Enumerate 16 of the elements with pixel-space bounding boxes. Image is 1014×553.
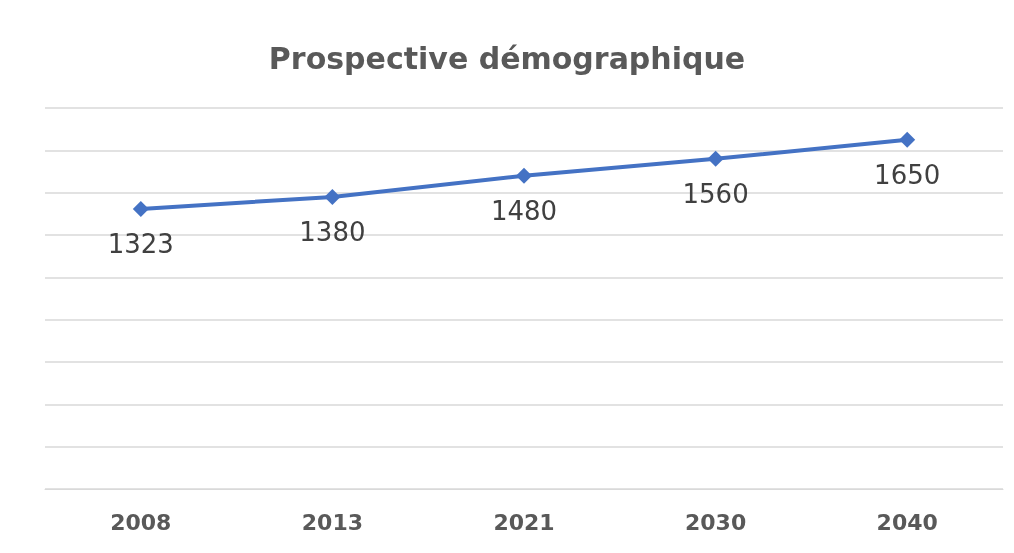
data-label: 1560 bbox=[682, 178, 749, 209]
point bbox=[707, 150, 724, 167]
x-tick-label: 2008 bbox=[110, 509, 172, 535]
x-tick-label: 2040 bbox=[876, 509, 938, 535]
point bbox=[899, 131, 916, 148]
data-label: 1480 bbox=[490, 195, 558, 226]
data-label: 1323 bbox=[107, 228, 174, 259]
x-tick-label: 2021 bbox=[493, 509, 555, 535]
point bbox=[324, 188, 341, 205]
chart-title: Prospective démographique bbox=[268, 40, 746, 76]
x-tick-label: 2013 bbox=[301, 509, 364, 535]
x-tick-label: 2030 bbox=[684, 509, 747, 535]
data-label: 1650 bbox=[874, 159, 941, 190]
data-label: 1380 bbox=[299, 216, 366, 247]
point bbox=[132, 200, 149, 217]
point bbox=[516, 167, 532, 184]
